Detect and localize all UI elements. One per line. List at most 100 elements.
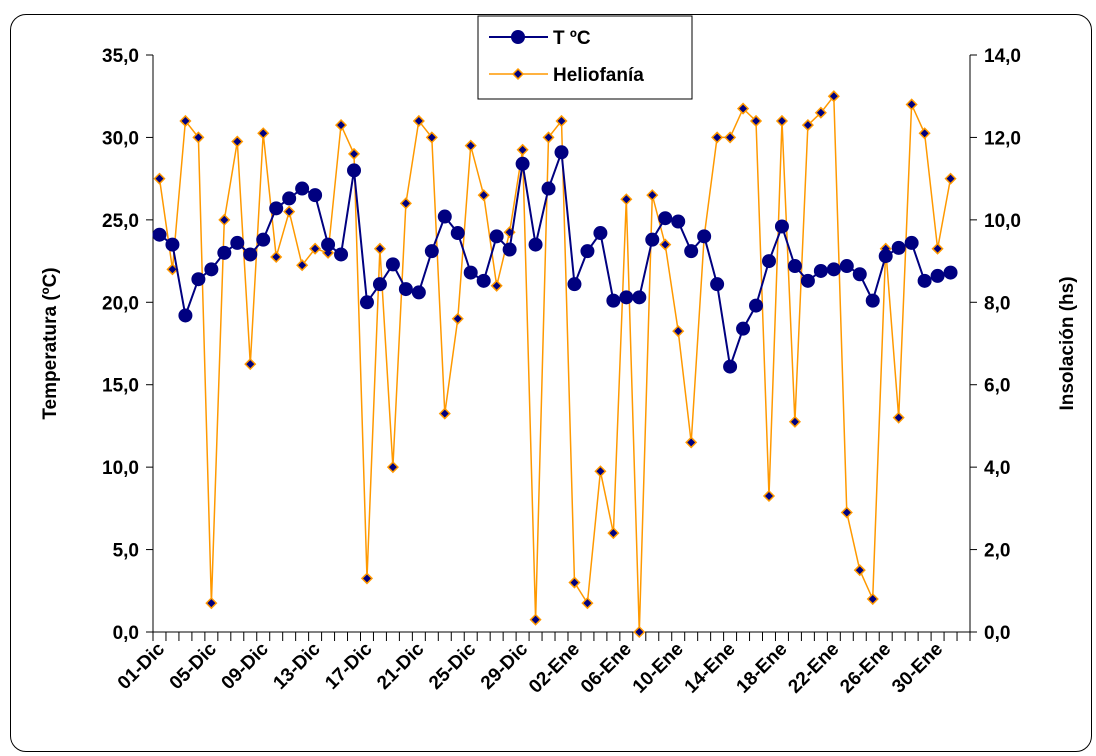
x-tick-label: 06-Ene xyxy=(577,639,636,698)
data-point-temperatura xyxy=(904,235,919,250)
y2-tick-label: 6,0 xyxy=(984,376,1010,397)
data-point-heliofania xyxy=(801,119,814,132)
y2-tick-label: 12,0 xyxy=(984,128,1021,149)
x-tick-label: 21-Dic xyxy=(373,638,428,693)
data-point-heliofania xyxy=(892,411,905,424)
data-point-heliofania xyxy=(399,197,412,210)
data-point-heliofania xyxy=(179,114,192,128)
data-point-heliofania xyxy=(555,114,568,128)
data-point-temperatura xyxy=(800,273,815,288)
data-point-temperatura xyxy=(749,298,764,313)
data-point-heliofania xyxy=(866,592,879,606)
x-tick-label: 13-Dic xyxy=(269,638,324,693)
data-point-temperatura xyxy=(606,293,621,308)
x-tick-label: 10-Ene xyxy=(629,639,688,698)
data-point-heliofania xyxy=(529,613,542,626)
data-point-heliofania xyxy=(412,114,425,128)
data-point-temperatura xyxy=(269,201,284,216)
data-point-heliofania xyxy=(931,242,944,255)
x-tick-label: 14-Ene xyxy=(681,639,740,698)
data-point-heliofania xyxy=(542,131,555,144)
data-point-temperatura xyxy=(943,265,958,280)
data-point-temperatura xyxy=(684,244,699,259)
data-point-temperatura xyxy=(528,237,543,252)
legend: T ºC Heliofanía xyxy=(477,15,693,100)
data-point-heliofania xyxy=(205,597,218,610)
data-point-temperatura xyxy=(671,214,686,229)
data-point-heliofania xyxy=(192,131,205,144)
data-point-heliofania xyxy=(490,279,503,292)
legend-label-temperatura: T ºC xyxy=(553,28,591,49)
x-tick-label: 30-Ene xyxy=(888,639,947,698)
data-point-heliofania xyxy=(425,131,438,144)
data-point-temperatura xyxy=(645,232,660,247)
data-point-temperatura xyxy=(165,237,180,252)
data-point-temperatura xyxy=(502,242,517,257)
data-point-heliofania xyxy=(659,238,672,251)
data-point-heliofania xyxy=(309,242,322,255)
data-point-temperatura xyxy=(347,163,362,178)
y-tick-label: 15,0 xyxy=(102,376,139,397)
data-point-temperatura xyxy=(774,219,789,234)
axes: 0,0 5,0 10,0 15,0 20,0 25,0 30,0 35,0 0,0 2,0 4,0 6… xyxy=(40,46,1078,698)
data-point-temperatura xyxy=(658,211,673,226)
x-tick-label: 17-Dic xyxy=(321,638,376,693)
data-point-heliofania xyxy=(711,131,724,144)
data-point-heliofania xyxy=(840,506,853,519)
data-point-temperatura xyxy=(359,295,374,310)
data-point-heliofania xyxy=(633,625,646,639)
y-axis-title: Temperatura (ºC) xyxy=(40,267,61,419)
data-point-temperatura xyxy=(619,290,634,305)
data-point-heliofania xyxy=(153,172,166,185)
data-point-heliofania xyxy=(607,527,620,540)
data-point-heliofania xyxy=(244,358,257,371)
data-point-temperatura xyxy=(152,227,167,242)
data-point-temperatura xyxy=(308,188,323,203)
x-tick-label: 02-Ene xyxy=(525,639,584,698)
data-point-temperatura xyxy=(515,156,530,171)
data-point-heliofania xyxy=(905,98,918,111)
data-point-temperatura xyxy=(282,191,297,206)
data-point-heliofania xyxy=(373,242,387,255)
data-point-temperatura xyxy=(813,263,828,278)
data-point-heliofania xyxy=(347,147,361,160)
data-point-temperatura xyxy=(593,226,608,241)
data-point-temperatura xyxy=(710,277,725,292)
data-point-heliofania xyxy=(762,489,776,503)
y-tick-label: 20,0 xyxy=(102,293,139,314)
series-line-heliofania xyxy=(158,94,952,633)
data-point-heliofania xyxy=(594,465,607,478)
data-point-temperatura xyxy=(437,209,452,224)
data-point-temperatura xyxy=(217,245,232,260)
data-point-heliofania xyxy=(334,119,348,132)
data-point-heliofania xyxy=(386,461,399,474)
data-point-temperatura xyxy=(230,235,245,250)
data-point-temperatura xyxy=(450,226,465,241)
data-point-heliofania xyxy=(581,597,594,610)
legend-box xyxy=(477,15,693,100)
data-point-heliofania xyxy=(620,193,633,206)
data-point-heliofania xyxy=(646,189,659,202)
x-tick-label: 09-Dic xyxy=(218,638,273,693)
data-point-heliofania xyxy=(231,135,244,148)
data-point-temperatura xyxy=(787,259,802,274)
x-tick-label: 29-Dic xyxy=(477,638,532,693)
data-point-temperatura xyxy=(424,244,439,259)
y-tick-label: 25,0 xyxy=(102,211,139,232)
data-point-heliofania xyxy=(853,564,866,577)
x-tick-label: 26-Ene xyxy=(836,639,895,698)
data-point-temperatura xyxy=(567,277,582,292)
data-point-heliofania xyxy=(685,436,698,449)
legend-marker-temperatura xyxy=(511,30,525,44)
data-point-temperatura xyxy=(372,277,387,292)
data-point-temperatura xyxy=(178,308,193,323)
data-point-temperatura xyxy=(476,273,491,288)
y2-tick-label: 14,0 xyxy=(984,46,1021,67)
x-tick-label: 25-Dic xyxy=(425,638,480,693)
data-point-temperatura xyxy=(256,232,271,247)
data-point-temperatura xyxy=(697,229,712,244)
y-tick-label: 35,0 xyxy=(102,46,139,67)
y2-tick-label: 10,0 xyxy=(984,211,1021,232)
data-point-heliofania xyxy=(270,250,283,264)
y2-tick-label: 2,0 xyxy=(984,541,1010,562)
